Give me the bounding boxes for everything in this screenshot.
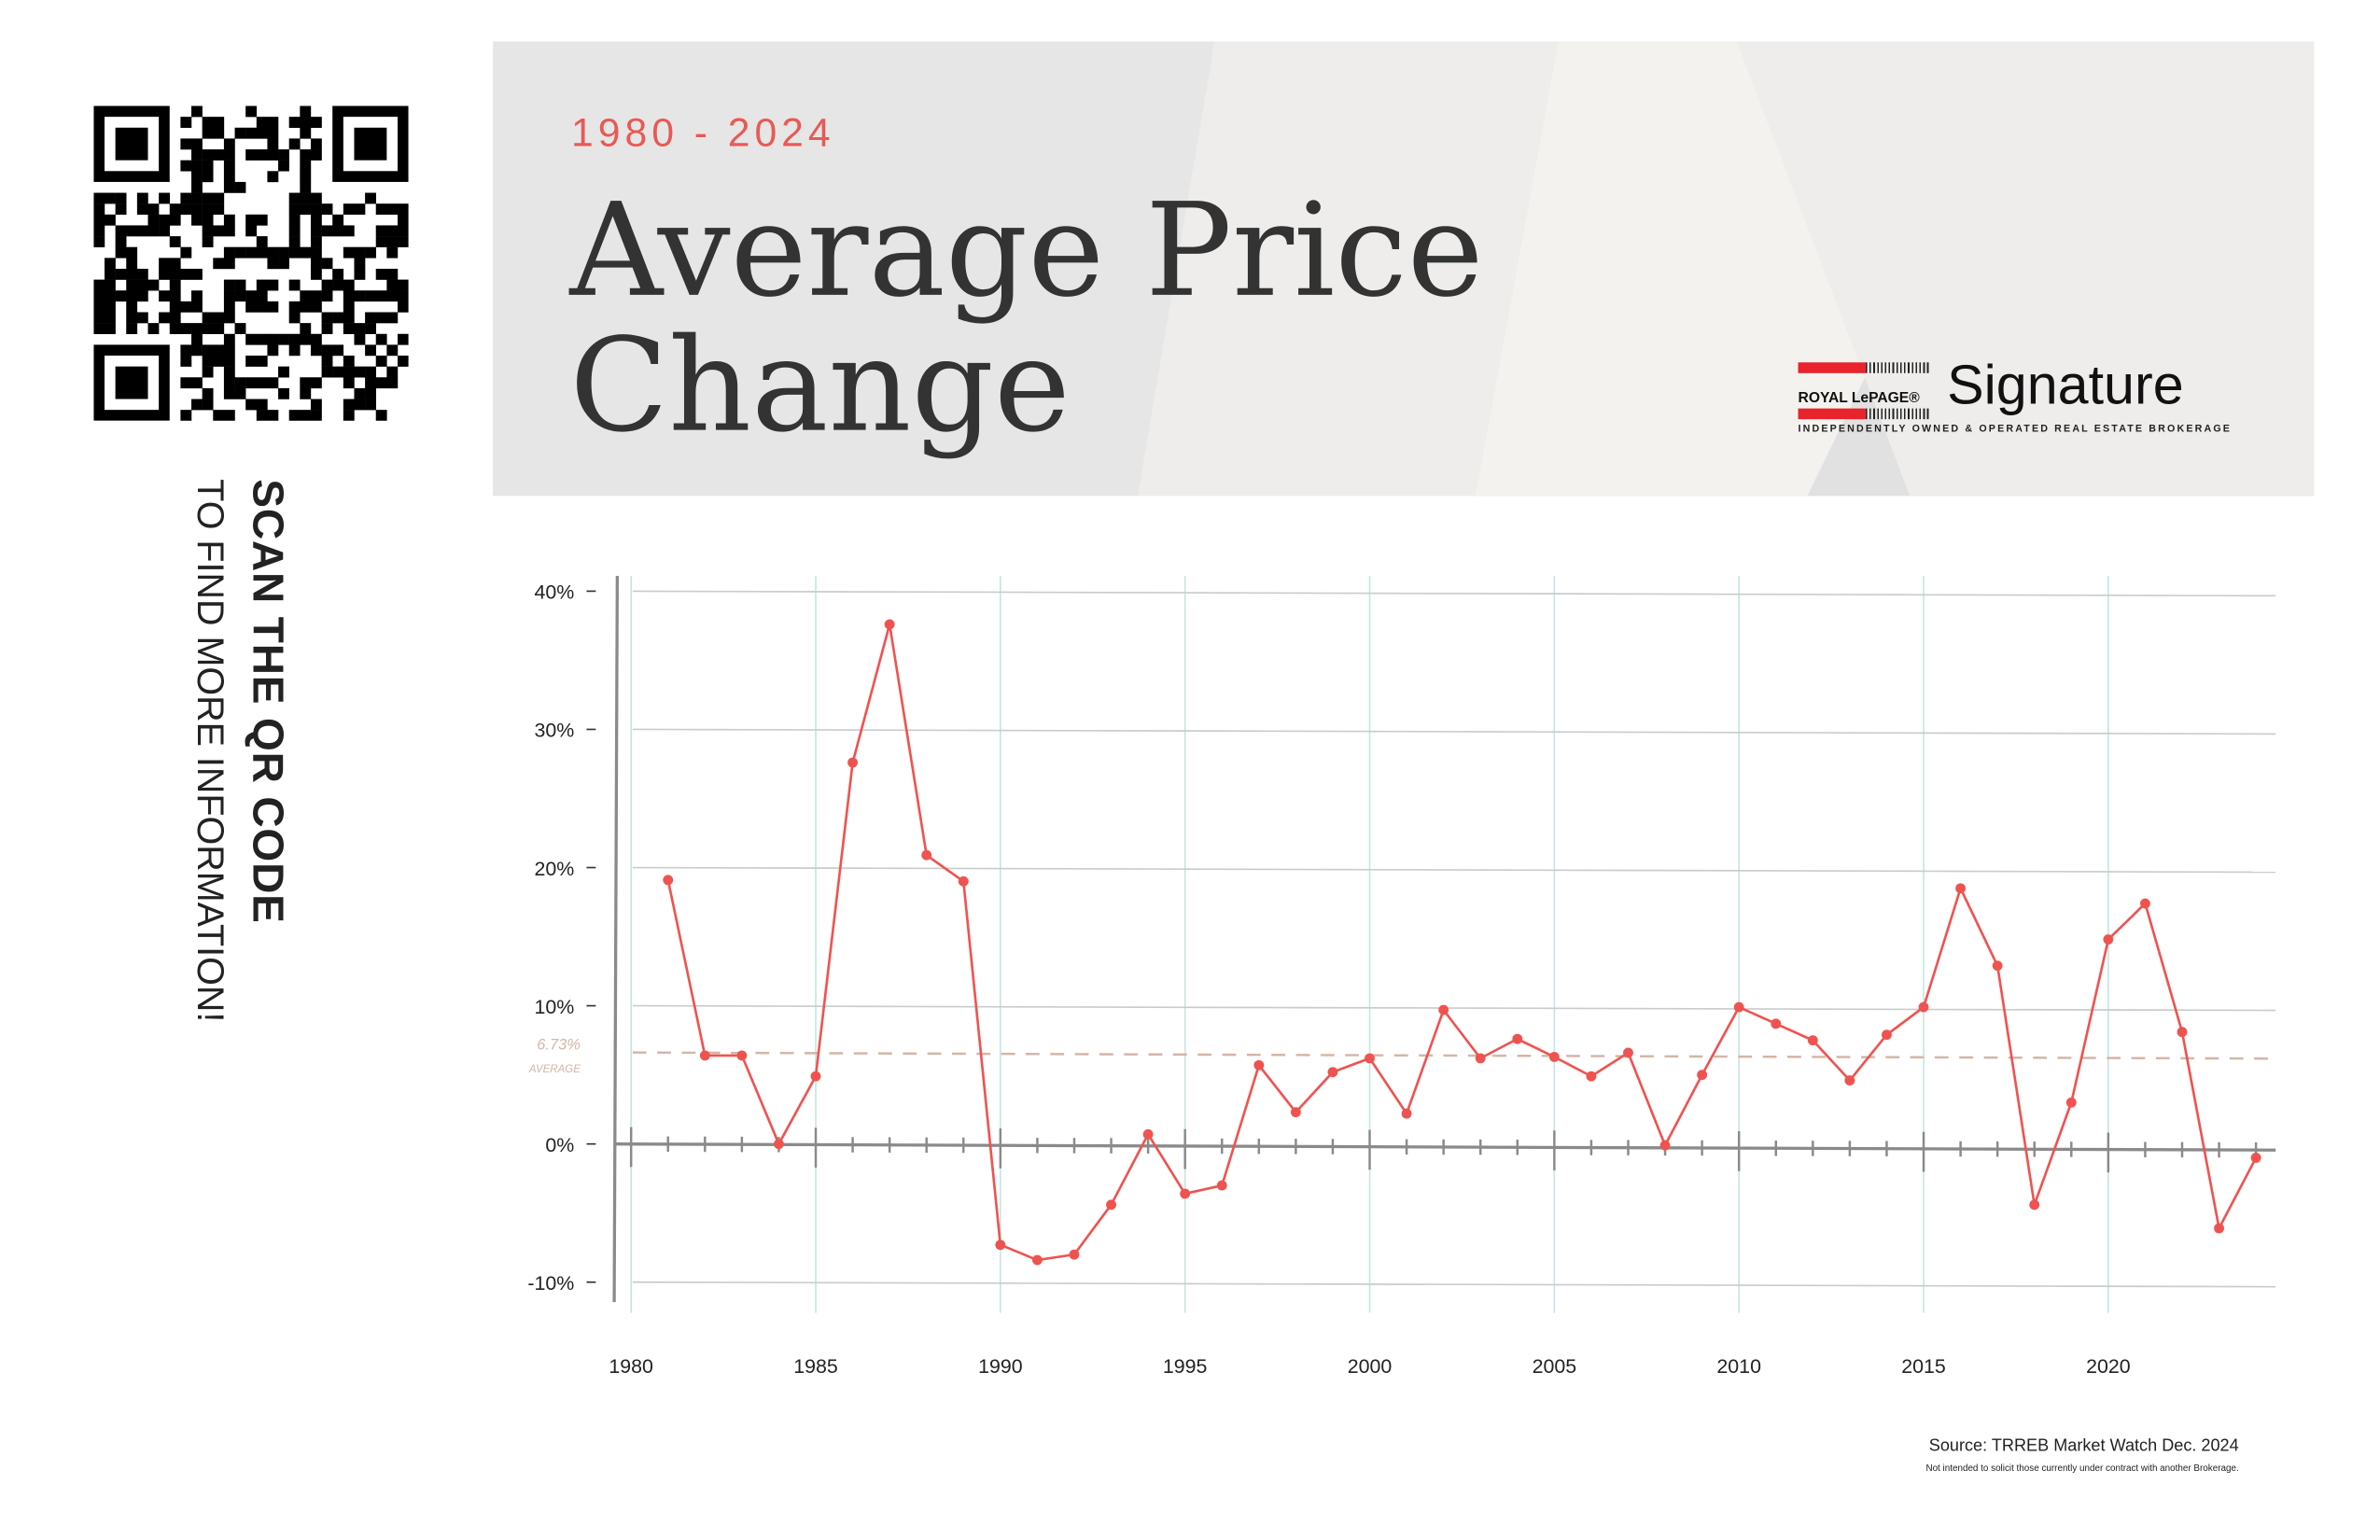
y-tick-label: 0% (545, 1134, 574, 1156)
x-tick-label: 1980 (609, 1355, 653, 1378)
data-point (1992, 960, 2003, 972)
y-tick-label: 10% (535, 996, 575, 1018)
brand-tagline: INDEPENDENTLY OWNED & OPERATED REAL ESTA… (1798, 424, 2233, 435)
year-range: 1980 - 2024 (571, 108, 835, 156)
source-note: Source: TRREB Market Watch Dec. 2024 (1928, 1436, 2239, 1456)
data-point (1586, 1071, 1597, 1082)
data-point (810, 1071, 821, 1082)
y-gridline (632, 1004, 2276, 1012)
signature-wordmark: Signature (1947, 353, 2184, 416)
data-point (1771, 1018, 1782, 1029)
page-title: Average Price Change (569, 183, 1483, 454)
data-point (2029, 1199, 2040, 1211)
data-point (1142, 1128, 1154, 1140)
average-line (632, 1051, 2276, 1060)
data-point (1290, 1107, 1301, 1118)
data-point (1216, 1180, 1227, 1191)
data-point (2250, 1153, 2261, 1163)
zero-axis (614, 1142, 2276, 1152)
data-point (1512, 1033, 1523, 1044)
data-point (1401, 1108, 1412, 1119)
data-point (1659, 1140, 1671, 1151)
data-point (2139, 898, 2150, 909)
y-gridline (632, 728, 2276, 735)
data-point (958, 875, 969, 887)
y-gridline (632, 866, 2276, 874)
y-gridline (632, 590, 2276, 597)
average-label: 6.73% (537, 1036, 581, 1053)
x-tick-label: 1990 (978, 1355, 1023, 1378)
series-line (666, 623, 2258, 1262)
qr-code[interactable] (93, 105, 409, 421)
brand-name: ROYAL LePAGE® (1798, 389, 1920, 407)
data-point (1623, 1047, 1633, 1058)
scan-instructions: SCAN THE QR CODE TO FIND MORE INFORMATIO… (184, 479, 307, 1062)
y-tick-label: 30% (535, 720, 575, 742)
data-point (699, 1050, 710, 1061)
data-point (995, 1239, 1006, 1251)
x-tick-label: 1985 (793, 1355, 838, 1378)
data-point (1365, 1053, 1375, 1064)
title-line-2: Change (569, 310, 1071, 461)
data-point (774, 1139, 784, 1150)
data-point (663, 875, 674, 886)
y-gridline (632, 1281, 2276, 1288)
data-point (736, 1050, 748, 1061)
data-point (1918, 1001, 1929, 1013)
y-axis (612, 575, 620, 1303)
y-tick-label: 20% (535, 858, 575, 880)
x-tick-label: 1995 (1163, 1355, 1208, 1378)
data-point (2103, 934, 2114, 945)
data-point (2065, 1097, 2077, 1108)
x-tick-label: 2005 (1533, 1355, 1577, 1378)
data-point (1548, 1051, 1560, 1062)
data-point (1438, 1004, 1449, 1015)
y-tick-label: -10% (527, 1272, 574, 1295)
data-point (1031, 1254, 1043, 1266)
data-point (1807, 1035, 1818, 1046)
data-point (2177, 1027, 2188, 1038)
data-point (884, 619, 895, 630)
data-point (1844, 1075, 1855, 1085)
average-sublabel: AVERAGE (528, 1064, 581, 1075)
scan-heading: SCAN THE QR CODE (244, 479, 292, 924)
data-point (1733, 1001, 1744, 1013)
data-point (1069, 1249, 1080, 1260)
x-tick-label: 2015 (1901, 1355, 1946, 1378)
data-point (2214, 1223, 2224, 1234)
disclaimer: Not intended to solicit those currently … (1925, 1464, 2239, 1475)
title-line-1: Average Price (569, 175, 1484, 326)
data-point (847, 757, 859, 768)
x-tick-label: 2010 (1716, 1355, 1761, 1378)
y-tick-label: 40% (535, 581, 575, 604)
data-point (1475, 1053, 1486, 1064)
x-tick-label: 2000 (1348, 1355, 1393, 1378)
brand-logo: ROYAL LePAGE® Signature INDEPENDENTLY OW… (1798, 353, 2244, 449)
data-point (921, 849, 932, 861)
data-point (1882, 1029, 1892, 1041)
data-point (1253, 1059, 1265, 1071)
royal-lepage-logo: ROYAL LePAGE® (1798, 362, 1934, 436)
x-tick-label: 2020 (2086, 1355, 2131, 1378)
scan-subtext: TO FIND MORE INFORMATION! (189, 479, 231, 1023)
header-banner: 1980 - 2024 Average Price Change ROYAL L… (493, 41, 2315, 497)
data-point (1955, 883, 1967, 894)
data-point (1327, 1067, 1338, 1078)
data-point (1697, 1070, 1708, 1081)
data-point (1106, 1199, 1116, 1211)
data-point (1180, 1188, 1191, 1199)
